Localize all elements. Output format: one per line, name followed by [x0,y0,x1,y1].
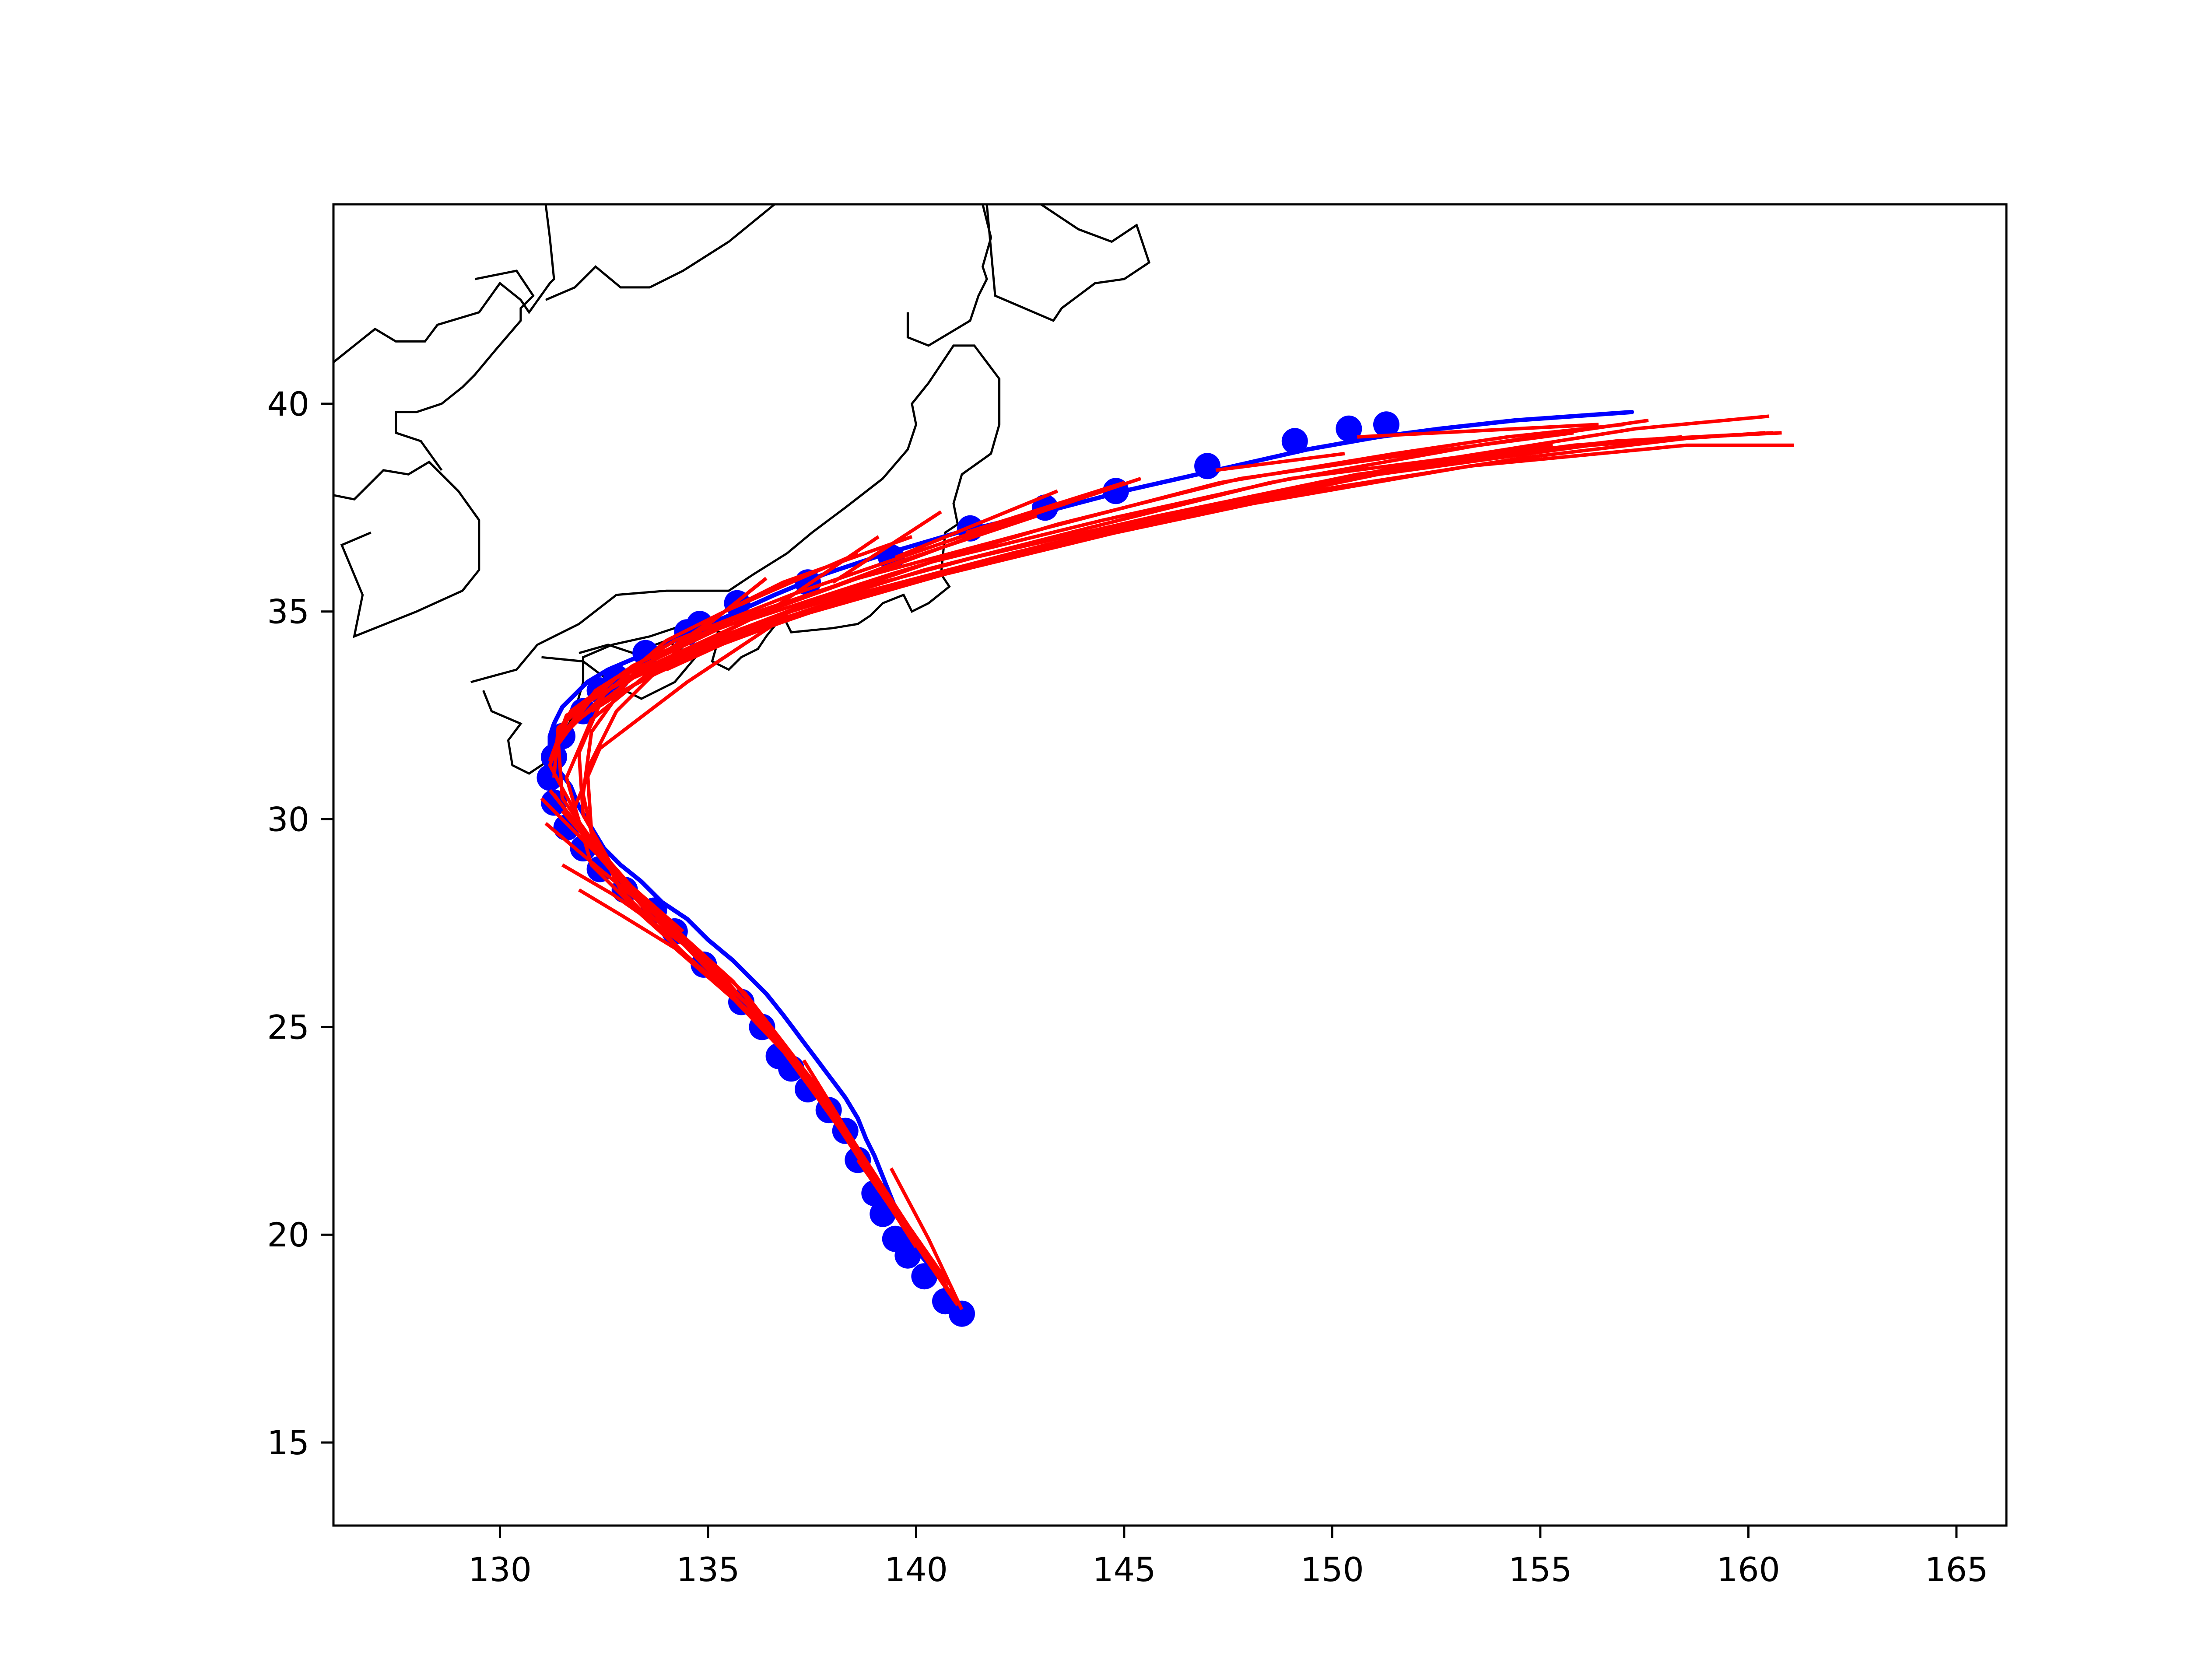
forecast-track-1 [889,1167,964,1310]
y-tick-label: 20 [267,1215,309,1254]
observed-point [882,1225,908,1252]
observed-point [1373,411,1399,438]
y-tick-label: 30 [267,800,309,839]
y-tick-label: 15 [267,1423,309,1462]
axes-frame [332,203,2008,1527]
x-tick-label: 160 [1717,1550,1780,1589]
observed-point [911,1263,938,1290]
coastline-3 [333,460,480,638]
forecast-track-26 [666,414,1770,672]
forecast-track-32 [965,481,1125,535]
x-tick-label: 130 [468,1550,532,1589]
plot-area [333,204,1794,1327]
forecast-track-30 [832,510,942,584]
coastline-8 [985,204,1150,322]
forecast-track-33 [1215,452,1345,472]
forecast-track-34 [1357,423,1599,439]
observed-point [1194,453,1221,480]
observed-point [1281,428,1308,455]
coastline-4 [395,270,535,471]
x-tick-label: 155 [1508,1550,1572,1589]
coastline-5 [470,344,1001,775]
x-tick-label: 140 [884,1550,948,1589]
forecast-track-27 [691,418,1649,655]
y-tick-label: 25 [267,1008,309,1046]
forecast-track-29 [773,535,880,609]
x-tick-label: 145 [1092,1550,1156,1589]
coastline-2 [545,204,775,301]
observed-point [536,764,563,791]
x-tick-label: 150 [1301,1550,1364,1589]
observed-point [1336,415,1362,442]
forecast-track-28 [702,577,768,630]
forecast-tracks-layer [540,414,1794,1310]
x-tick-label: 165 [1925,1550,1988,1589]
x-tick-label: 135 [676,1550,740,1589]
x-axis: 130 135 140 145 150 155 160 165 [468,1526,1988,1589]
y-tick-label: 40 [267,385,309,424]
forecast-track-31 [894,489,1059,559]
y-tick-label: 35 [267,592,309,631]
coastline-1 [333,204,555,363]
y-axis: 15 20 25 30 35 40 [267,385,333,1462]
